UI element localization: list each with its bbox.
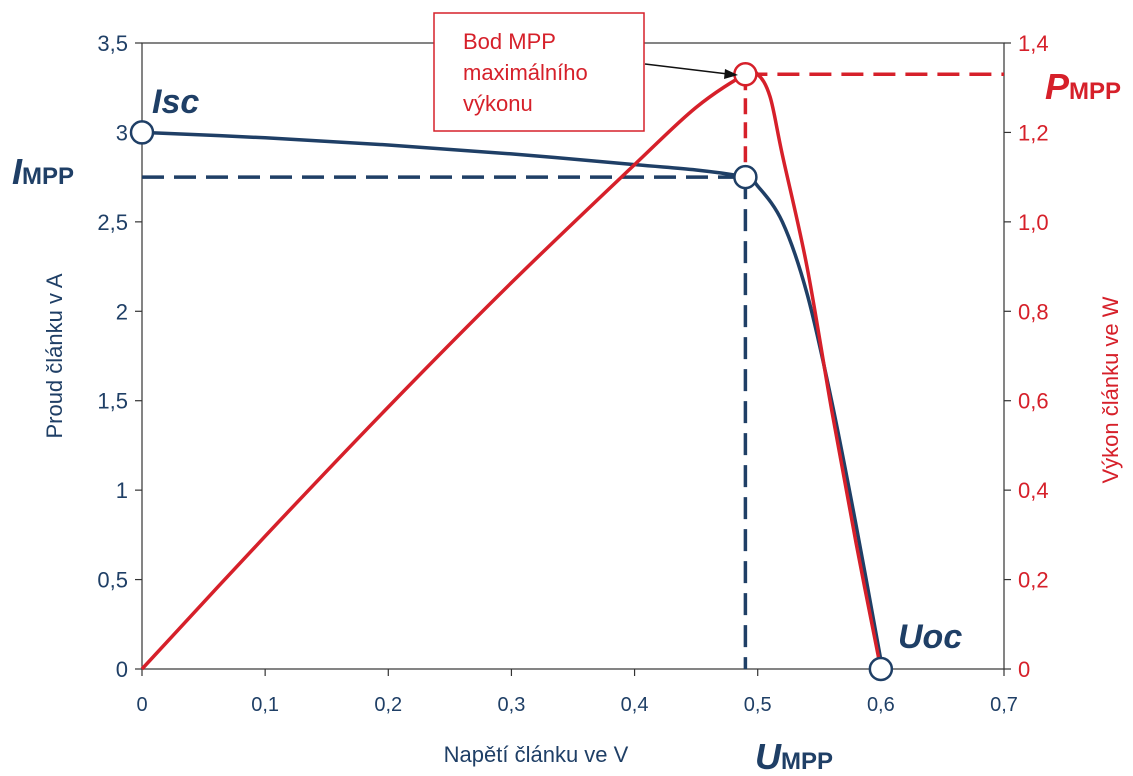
x-tick-label: 0,1: [251, 694, 279, 716]
y-left-tick-label: 3: [116, 120, 128, 145]
x-axis-title: Napětí článku ve V: [444, 742, 629, 767]
current-curve: [141, 130, 883, 661]
x-tick-label: 0,5: [744, 694, 772, 716]
uoc-point: [868, 656, 894, 682]
y-left-tick-label: 0: [116, 657, 128, 682]
y-right-tick-label: 1,2: [1018, 120, 1049, 145]
y-right-tick-label: 0,2: [1018, 568, 1049, 593]
uoc-label: Uoc: [898, 618, 962, 656]
y-right-tick-label: 0,8: [1018, 299, 1049, 324]
umpp-label-sub: MPP: [781, 748, 833, 775]
isc-point: [129, 120, 155, 145]
x-tick-label: 0: [136, 694, 147, 716]
y-right-tick-label: 0,6: [1018, 389, 1049, 414]
mpp-annotation: Bod MPP maximálního výkonu: [433, 12, 738, 132]
y-left-axis-title: Proud článku v A: [42, 273, 67, 438]
isc-label: Isc: [152, 83, 199, 121]
y-left-tick-label: 1,5: [97, 389, 128, 414]
umpp-label-main: U: [755, 736, 782, 776]
pmpp-label: PMPP: [1045, 66, 1121, 107]
annotation-box: [433, 12, 645, 132]
impp-label: IMPP: [12, 151, 74, 192]
y-left-tick-label: 3,5: [97, 31, 128, 56]
x-tick-label: 0,2: [374, 694, 402, 716]
annotation-arrow: [644, 63, 729, 75]
y-right-tick-label: 1,4: [1018, 31, 1049, 56]
annotation-arrow-head: [724, 69, 738, 79]
y-right-tick-label: 0: [1018, 657, 1030, 682]
mpp-power-point: [733, 62, 758, 87]
pmpp-label-main: P: [1045, 66, 1070, 107]
impp-label-sub: MPP: [22, 163, 74, 190]
y-left-tick-label: 2,5: [97, 210, 128, 235]
pmpp-label-sub: MPP: [1069, 78, 1121, 105]
y-right-tick-label: 0,4: [1018, 478, 1049, 503]
x-tick-label: 0,7: [990, 694, 1018, 716]
mpp-current-point: [733, 164, 758, 190]
y-left-tick-label: 1: [116, 478, 128, 503]
y-right-axis-title: Výkon článku ve W: [1098, 296, 1123, 483]
umpp-label: UMPP: [755, 736, 833, 776]
annotation-line-1: Bod MPP: [463, 29, 556, 54]
annotation-line-3: výkonu: [463, 91, 533, 116]
power-curve: [140, 69, 883, 671]
impp-label-main: I: [12, 151, 23, 192]
y-left-tick-label: 2: [116, 299, 128, 324]
x-tick-label: 0,4: [621, 694, 649, 716]
annotation-line-2: maximálního: [463, 60, 588, 85]
y-right-tick-label: 1,0: [1018, 210, 1049, 235]
y-left-tick-label: 0,5: [97, 568, 128, 593]
x-tick-label: 0,6: [867, 694, 895, 716]
x-tick-label: 0,3: [498, 694, 526, 716]
